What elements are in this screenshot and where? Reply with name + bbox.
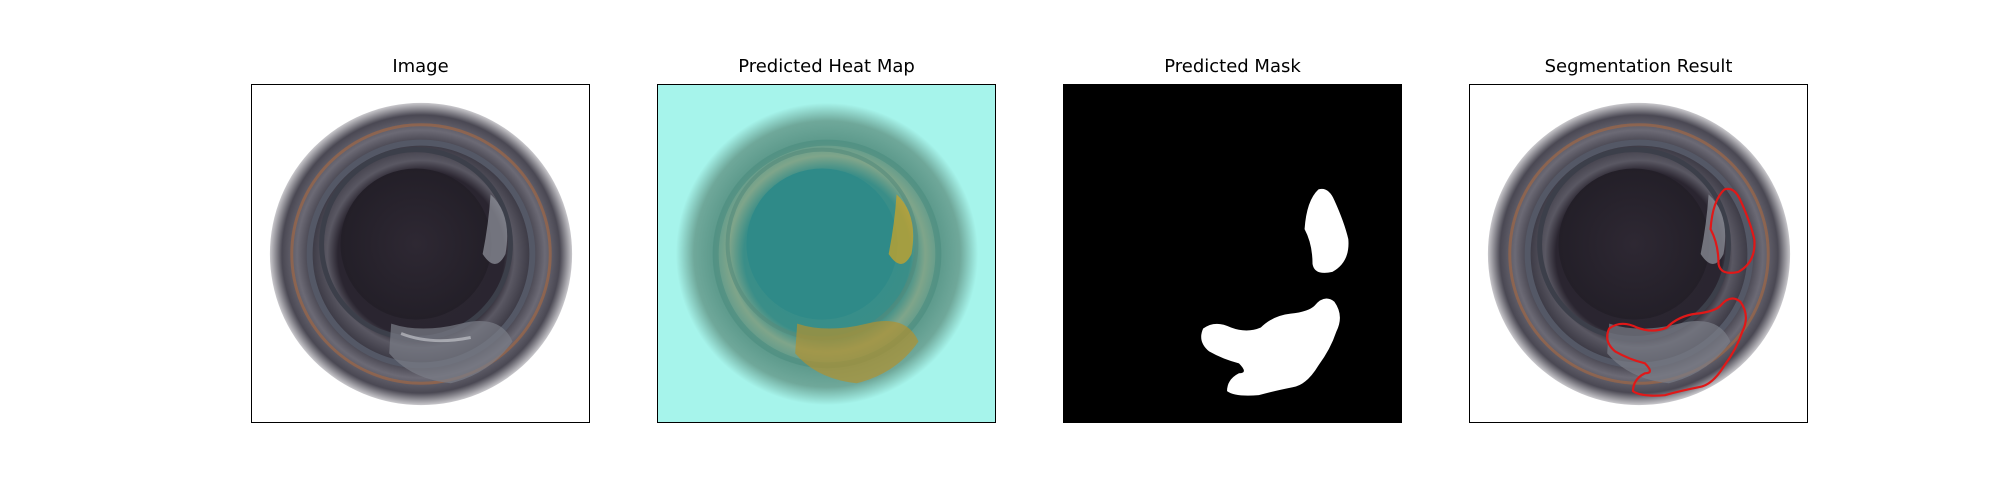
panel-mask: Predicted Mask	[1063, 56, 1402, 423]
heatmap-frame	[657, 84, 996, 423]
mask-frame	[1063, 84, 1402, 423]
segmentation-result	[1470, 85, 1807, 422]
panel-title: Image	[392, 56, 449, 77]
predicted-mask	[1064, 85, 1401, 422]
mask-region-upper	[1304, 188, 1349, 273]
panel-segmentation: Segmentation Result	[1469, 56, 1808, 423]
contour-lower	[1606, 297, 1747, 397]
bottle-photo	[252, 85, 589, 422]
panel-heat-map: Predicted Heat Map	[657, 56, 996, 423]
segmentation-frame	[1469, 84, 1808, 423]
panel-title: Predicted Heat Map	[738, 56, 915, 77]
image-frame	[251, 84, 590, 423]
panel-image: Image	[251, 56, 590, 423]
heat-map	[658, 85, 995, 422]
contour-upper	[1709, 187, 1756, 274]
panel-title: Segmentation Result	[1544, 56, 1733, 77]
mask-region-lower	[1201, 298, 1340, 396]
panel-title: Predicted Mask	[1164, 56, 1301, 77]
